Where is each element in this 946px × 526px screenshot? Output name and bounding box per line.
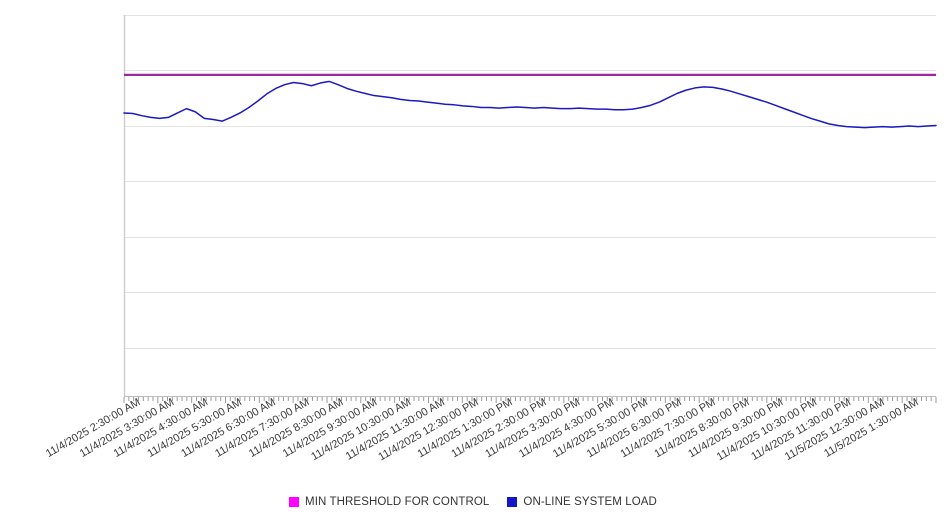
legend-item-min-threshold[interactable]: MIN THRESHOLD FOR CONTROL <box>289 496 489 508</box>
legend-label-system-load: ON-LINE SYSTEM LOAD <box>523 496 657 508</box>
plot-background <box>124 15 936 396</box>
legend-item-system-load[interactable]: ON-LINE SYSTEM LOAD <box>507 496 657 508</box>
legend-label-min-threshold: MIN THRESHOLD FOR CONTROL <box>305 496 490 508</box>
legend-swatch-system-load <box>507 497 518 507</box>
x-axis-ticks <box>123 397 937 403</box>
system-load-line <box>123 80 937 129</box>
chart-legend: MIN THRESHOLD FOR CONTROL ON-LINE SYSTEM… <box>0 496 946 508</box>
y-gridlines <box>124 15 936 349</box>
legend-swatch-min-threshold <box>289 497 300 507</box>
